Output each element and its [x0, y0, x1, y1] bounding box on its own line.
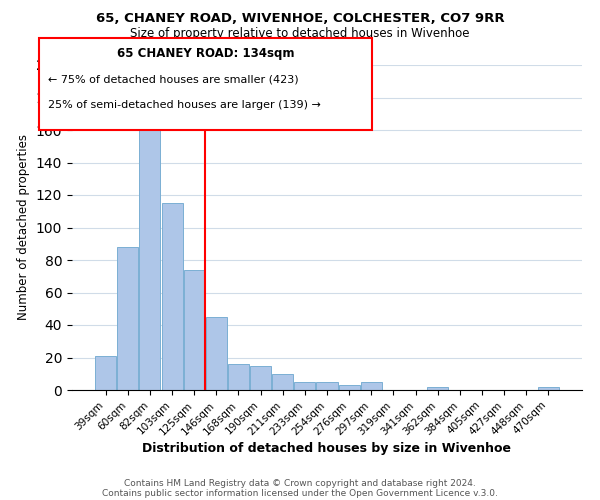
Text: 65 CHANEY ROAD: 134sqm: 65 CHANEY ROAD: 134sqm: [117, 48, 294, 60]
Bar: [338, 385, 359, 390]
Bar: [95, 356, 116, 390]
Text: Size of property relative to detached houses in Wivenhoe: Size of property relative to detached ho…: [130, 28, 470, 40]
Bar: [427, 387, 448, 390]
Text: Contains public sector information licensed under the Open Government Licence v.: Contains public sector information licen…: [102, 488, 498, 498]
Bar: [250, 366, 271, 390]
Bar: [316, 382, 338, 390]
Text: ← 75% of detached houses are smaller (423): ← 75% of detached houses are smaller (42…: [48, 75, 299, 85]
Bar: [538, 387, 559, 390]
Text: Contains HM Land Registry data © Crown copyright and database right 2024.: Contains HM Land Registry data © Crown c…: [124, 478, 476, 488]
Bar: [228, 364, 249, 390]
X-axis label: Distribution of detached houses by size in Wivenhoe: Distribution of detached houses by size …: [143, 442, 511, 455]
Bar: [139, 118, 160, 390]
Bar: [184, 270, 205, 390]
Bar: [206, 317, 227, 390]
Bar: [161, 203, 182, 390]
Bar: [295, 382, 316, 390]
Y-axis label: Number of detached properties: Number of detached properties: [17, 134, 30, 320]
Bar: [118, 247, 139, 390]
Text: 25% of semi-detached houses are larger (139) →: 25% of semi-detached houses are larger (…: [48, 100, 321, 110]
Text: 65, CHANEY ROAD, WIVENHOE, COLCHESTER, CO7 9RR: 65, CHANEY ROAD, WIVENHOE, COLCHESTER, C…: [95, 12, 505, 26]
Bar: [272, 374, 293, 390]
Bar: [361, 382, 382, 390]
